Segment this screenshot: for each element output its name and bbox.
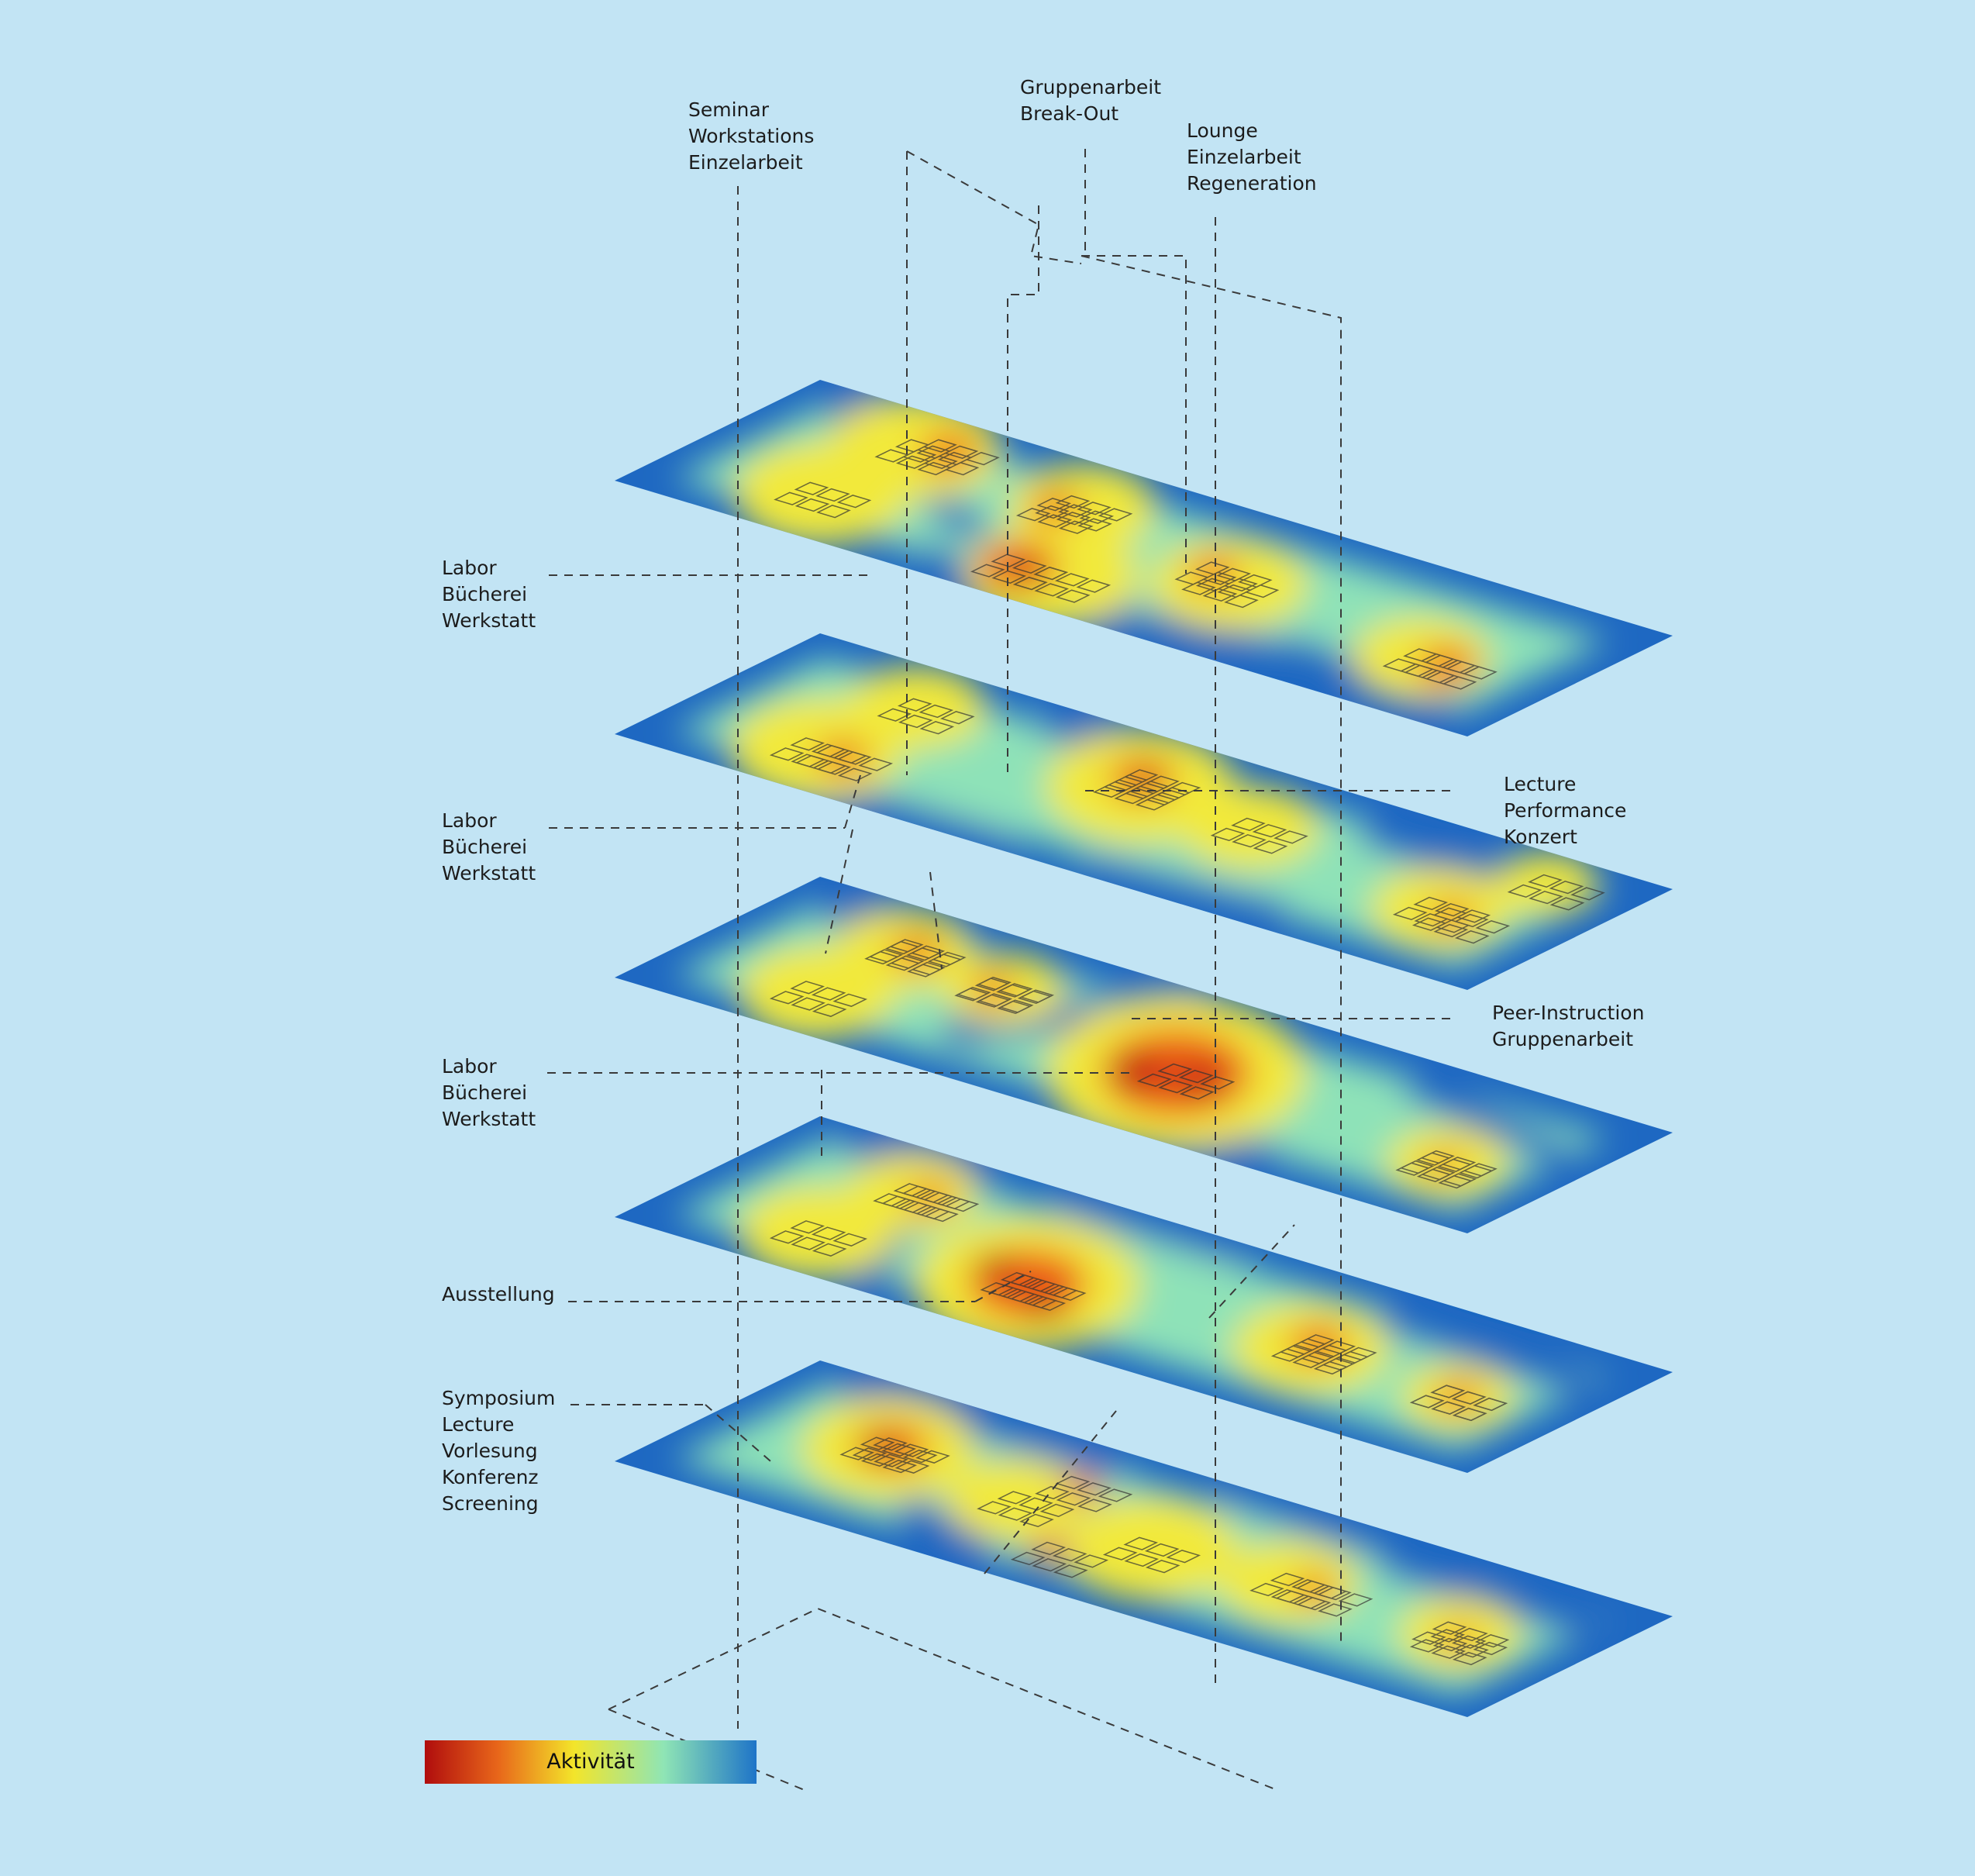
floor-plate-3: [615, 877, 1673, 1233]
label-line: Bücherei: [442, 836, 528, 858]
label-floor1-labor: Labor Bücherei Werkstatt: [442, 555, 536, 634]
label-line: Lounge: [1187, 119, 1258, 142]
label-gruppenarbeit-breakout: Gruppenarbeit Break-Out: [1020, 74, 1161, 127]
connector-line: [608, 1607, 1280, 1792]
label-line: Konferenz: [442, 1466, 539, 1488]
label-line: Werkstatt: [442, 1108, 536, 1130]
connector-line: [906, 150, 1082, 264]
label-line: Einzelarbeit: [1187, 146, 1301, 168]
connector-line: [1208, 1224, 1295, 1319]
label-line: Bücherei: [442, 1081, 528, 1104]
label-symposium-lecture: Symposium Lecture Vorlesung Konferenz Sc…: [442, 1385, 555, 1517]
connector-line: [984, 1410, 1117, 1574]
label-line: Werkstatt: [442, 862, 536, 885]
label-line: Seminar: [688, 98, 769, 121]
floor-plate-4: [615, 1116, 1673, 1473]
label-line: Symposium: [442, 1387, 556, 1409]
legend-title: Aktivität: [546, 1750, 635, 1774]
label-ausstellung: Ausstellung: [442, 1281, 555, 1308]
label-line: Lecture: [1504, 773, 1577, 795]
label-line: Screening: [442, 1492, 539, 1515]
label-line: Ausstellung: [442, 1283, 555, 1305]
legend-color-bar: [425, 1740, 757, 1784]
label-lecture-performance: Lecture Performance Konzert: [1504, 771, 1626, 850]
connector-line: [1081, 255, 1342, 1643]
label-line: Labor: [442, 557, 497, 579]
floor-plate-5: [615, 1360, 1673, 1717]
floor-plate-1: [615, 380, 1673, 736]
label-line: Labor: [442, 809, 497, 832]
label-line: Konzert: [1504, 826, 1577, 848]
connector-line: [608, 1709, 807, 1792]
label-peer-instruction: Peer-Instruction Gruppenarbeit: [1492, 1000, 1644, 1053]
connector-line: [1007, 205, 1039, 779]
label-line: Bücherei: [442, 583, 528, 605]
label-line: Peer-Instruction: [1492, 1002, 1645, 1024]
label-seminar-workstations: Seminar Workstations Einzelarbeit: [688, 97, 814, 176]
connector-line: [929, 871, 943, 970]
label-line: Vorlesung: [442, 1440, 538, 1462]
label-line: Gruppenarbeit: [1020, 76, 1162, 98]
connector-line: [1081, 255, 1187, 574]
label-line: Break-Out: [1020, 102, 1119, 125]
label-line: Labor: [442, 1055, 497, 1078]
connector-line: [974, 1271, 1032, 1302]
label-lounge-regeneration: Lounge Einzelarbeit Regeneration: [1187, 118, 1317, 197]
label-line: Einzelarbeit: [688, 151, 803, 174]
label-line: Workstations: [688, 125, 815, 147]
floor-plate-2: [615, 633, 1673, 990]
label-line: Performance: [1504, 799, 1627, 822]
label-line: Lecture: [442, 1413, 515, 1436]
label-line: Regeneration: [1187, 172, 1317, 195]
label-floor3-labor: Labor Bücherei Werkstatt: [442, 1054, 536, 1133]
label-floor2-labor: Labor Bücherei Werkstatt: [442, 808, 536, 887]
connector-line: [825, 829, 853, 954]
label-line: Gruppenarbeit: [1492, 1028, 1634, 1050]
label-line: Werkstatt: [442, 609, 536, 632]
